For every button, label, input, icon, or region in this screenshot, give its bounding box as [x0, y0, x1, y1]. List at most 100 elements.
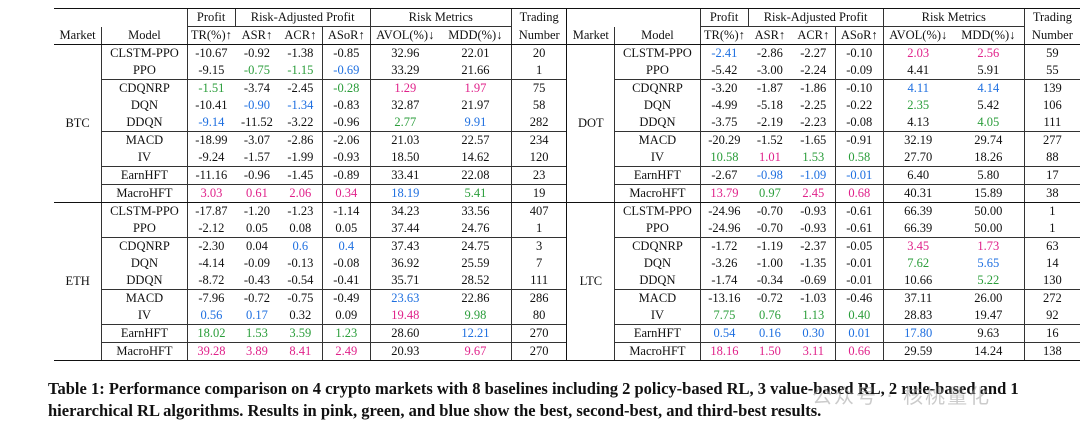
metric-value: -0.90 — [243, 98, 270, 112]
metric-value: -0.61 — [834, 220, 884, 238]
metric-value: 106 — [1023, 97, 1080, 114]
header-trading: Trading — [1023, 8, 1080, 27]
market-label: BTC — [54, 44, 102, 203]
metric-value: -0.93 — [800, 221, 827, 235]
metric-value: -1.86 — [791, 79, 836, 97]
metric-value: -11.52 — [241, 115, 273, 129]
metric-value: 35.71 — [369, 272, 440, 290]
metric-value: 1.01 — [758, 150, 781, 164]
metric-value: -3.74 — [235, 79, 279, 97]
metric-value: 7.62 — [882, 255, 953, 272]
table-row: DQN -4.14 -0.09 -0.13 -0.08 36.92 25.59 7 DQN -3.… — [54, 255, 1080, 272]
metric-value: -0.08 — [834, 114, 884, 132]
metric-value: -3.07 — [235, 131, 279, 149]
metric-value: 0.16 — [748, 324, 792, 343]
metric-value: 111 — [1023, 114, 1080, 132]
metric-value: -0.01 — [834, 272, 884, 290]
header-profit: Profit — [699, 8, 749, 27]
metric-value: 1.13 — [802, 308, 825, 322]
metric-value: 0.40 — [834, 307, 884, 325]
metric-value: -1.74 — [699, 272, 749, 290]
metric-value: 75 — [510, 79, 567, 97]
metric-value: -0.75 — [278, 289, 323, 307]
metric-value: -5.42 — [699, 62, 749, 80]
market-label: LTC — [566, 202, 615, 361]
table-row: BTC CLSTM-PPO -10.67 -0.92 -1.38 -0.85 32.96 22… — [54, 44, 1080, 203]
column-header: Number — [510, 26, 567, 45]
metric-value: -3.20 — [699, 79, 749, 97]
metric-value: 4.11 — [882, 79, 953, 97]
metric-value: 14.62 — [461, 150, 490, 164]
model-name: DQN — [614, 97, 701, 114]
metric-value: -0.46 — [834, 289, 884, 307]
metric-value: 3.89 — [235, 342, 279, 361]
metric-value: 0.6 — [278, 237, 323, 255]
metric-value: 0.05 — [321, 220, 371, 238]
metric-value: 21.66 — [461, 63, 490, 77]
metric-value: 27.70 — [882, 149, 953, 167]
metric-value: -0.10 — [834, 44, 884, 62]
metric-value: -8.72 — [186, 272, 236, 290]
metric-value: -7.96 — [186, 289, 236, 307]
model-name: CDQNRP — [614, 79, 701, 97]
model-name: PPO — [101, 62, 188, 80]
metric-value: -3.26 — [699, 255, 749, 272]
metric-value: 138 — [1023, 342, 1080, 361]
metric-value: 19.48 — [369, 307, 440, 325]
metric-value: -2.06 — [321, 131, 371, 149]
metric-value: -0.69 — [800, 273, 827, 287]
model-name: CLSTM-PPO — [614, 202, 701, 220]
metric-value: 1 — [510, 220, 567, 238]
table-row: EarnHFT -11.16 -0.96 -1.45 -0.89 33.41 22.08 23… — [54, 166, 1080, 185]
metric-value: 10.58 — [699, 149, 749, 167]
model-name: PPO — [614, 62, 701, 80]
model-name: CLSTM-PPO — [101, 44, 188, 62]
metric-value: -11.16 — [186, 166, 236, 185]
metric-value: 5.22 — [977, 273, 1000, 287]
metric-value: 23 — [510, 166, 567, 185]
table-row: CDQNRP -2.30 0.04 0.6 0.4 37.43 24.75 3 CDQNRP -1… — [54, 237, 1080, 255]
metric-value: 22.86 — [439, 289, 512, 307]
column-header: TR(%)↑ — [186, 26, 236, 45]
metric-value: 3 — [510, 237, 567, 255]
metric-value: 2.49 — [321, 342, 371, 361]
metric-value: 59 — [1023, 44, 1080, 62]
metric-value: 88 — [1023, 149, 1080, 167]
header-risk-adjusted: Risk-Adjusted Profit — [747, 8, 884, 27]
model-name: MacroHFT — [101, 184, 188, 203]
metric-value: 12.21 — [439, 324, 512, 343]
metric-value: 28.83 — [882, 307, 953, 325]
column-header: ASoR↑ — [321, 26, 371, 45]
metric-value: 2.77 — [369, 114, 440, 132]
metric-value: 20.93 — [369, 342, 440, 361]
column-header: ACR↑ — [278, 26, 323, 45]
model-name: DQN — [614, 255, 701, 272]
metric-value: -1.14 — [321, 202, 371, 220]
metric-value: 0.4 — [321, 237, 371, 255]
metric-value: -1.00 — [756, 256, 783, 270]
metric-value: 5.65 — [977, 256, 1000, 270]
metric-value: 277 — [1023, 131, 1080, 149]
metric-value: 4.41 — [882, 62, 953, 80]
metric-value: 29.59 — [882, 342, 953, 361]
metric-value: -0.01 — [834, 166, 884, 185]
column-header: MDD(%)↓ — [952, 26, 1025, 45]
metric-value: -1.03 — [791, 289, 836, 307]
metric-value: 22.57 — [439, 131, 512, 149]
header-trading: Trading — [510, 8, 567, 27]
metric-value: 14.24 — [952, 342, 1025, 361]
metric-value: 4.13 — [882, 114, 953, 132]
metric-value: 21.97 — [461, 98, 490, 112]
table-row: MACD -7.96 -0.72 -0.75 -0.49 23.63 22.86 286 MAC… — [54, 289, 1080, 307]
market-label: ETH — [54, 202, 102, 361]
metric-value: -17.87 — [186, 202, 236, 220]
metric-value: 139 — [1023, 79, 1080, 97]
metric-value: 234 — [510, 131, 567, 149]
metric-value: 5.42 — [977, 98, 1000, 112]
model-name: IV — [101, 149, 188, 167]
metric-value: -2.67 — [699, 166, 749, 185]
metric-value: -0.70 — [756, 221, 783, 235]
model-name: PPO — [614, 220, 701, 238]
metric-value: 32.87 — [369, 97, 440, 114]
table-row: MACD -18.99 -3.07 -2.86 -2.06 21.03 22.57 234 MA… — [54, 131, 1080, 149]
